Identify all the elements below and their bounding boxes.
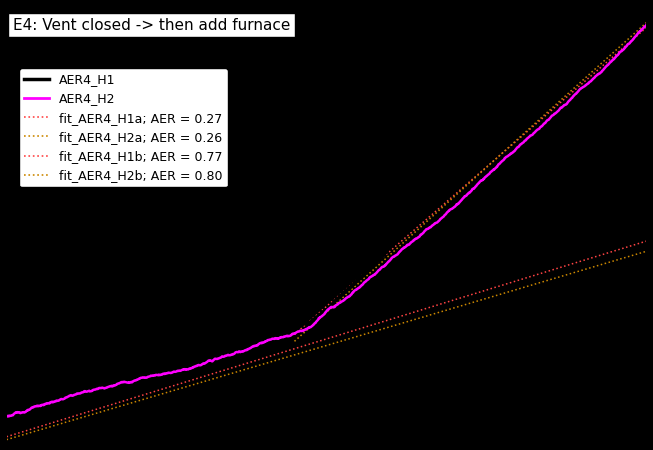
Text: E4: Vent closed -> then add furnace: E4: Vent closed -> then add furnace xyxy=(13,18,291,33)
Legend: AER4_H1, AER4_H2, fit_AER4_H1a; AER = 0.27, fit_AER4_H2a; AER = 0.26, fit_AER4_H: AER4_H1, AER4_H2, fit_AER4_H1a; AER = 0.… xyxy=(19,68,228,187)
